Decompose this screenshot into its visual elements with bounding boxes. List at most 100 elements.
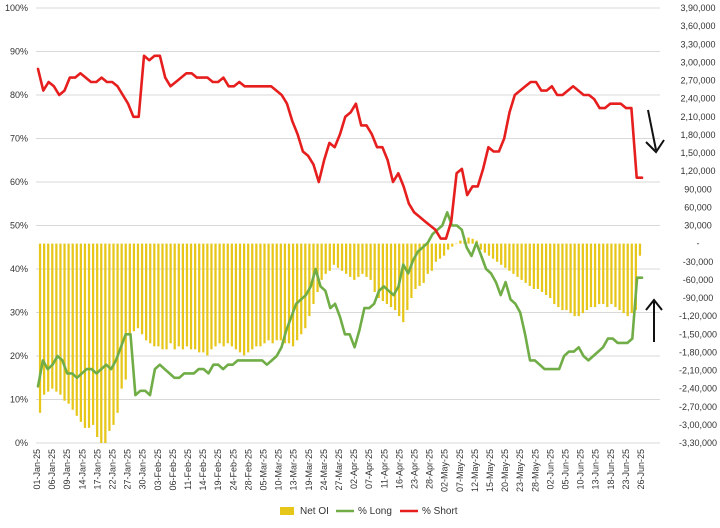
net-oi-bar	[300, 243, 303, 335]
net-oi-bar	[593, 243, 597, 308]
left-tick-label: 100%	[5, 3, 28, 13]
net-oi-bar	[512, 243, 515, 274]
net-oi-bar	[157, 243, 160, 347]
net-oi-bar	[610, 243, 613, 305]
legend: Net OI % Long % Short	[280, 506, 458, 517]
net-oi-bar	[365, 243, 368, 277]
net-oi-bar	[536, 243, 540, 289]
net-oi-bar	[483, 243, 487, 253]
net-oi-bar	[471, 238, 474, 244]
down-arrow-shaft	[647, 109, 657, 151]
x-tick-label: 17-Jan-25	[92, 449, 102, 490]
net-oi-bar	[263, 243, 266, 344]
net-oi-bar	[149, 243, 152, 344]
net-oi-bar	[381, 243, 384, 302]
right-tick-label: 1,50,000	[680, 148, 715, 158]
net-oi-bar	[618, 243, 621, 311]
x-tick-label: 20-May-25	[500, 449, 510, 492]
right-tick-label: -2,40,000	[679, 384, 717, 394]
net-oi-bar	[569, 243, 572, 314]
left-axis-ticks: 0% 10% 20% 30% 40% 50% 60% 70% 80% 90% 100%	[5, 3, 28, 448]
net-oi-bar	[112, 243, 115, 425]
right-tick-label: -2,70,000	[679, 402, 717, 412]
net-oi-bar	[259, 243, 262, 347]
net-oi-bar	[500, 243, 503, 265]
net-oi-bar	[63, 243, 66, 401]
x-tick-label: 15-May-25	[485, 449, 495, 492]
net-oi-bar	[234, 243, 238, 350]
net-oi-bar	[279, 243, 282, 341]
right-tick-label: -1,50,000	[679, 329, 717, 339]
x-tick-label: 09-Jan-25	[62, 449, 72, 490]
left-tick-label: 90%	[10, 47, 28, 57]
right-tick-label: 3,30,000	[680, 39, 715, 49]
net-oi-bar	[369, 243, 372, 280]
net-oi-bar	[389, 243, 393, 308]
x-tick-label: 03-Feb-25	[153, 449, 163, 491]
net-oi-bar	[451, 243, 454, 247]
net-oi-bar	[116, 243, 119, 413]
net-oi-bar	[340, 243, 344, 271]
net-oi-bar	[532, 243, 535, 289]
net-oi-bar	[434, 243, 438, 262]
net-oi-bar	[291, 243, 295, 347]
net-oi-bar	[406, 243, 409, 311]
left-tick-label: 50%	[10, 221, 28, 231]
net-oi-bar	[585, 243, 589, 311]
net-oi-bar	[373, 243, 376, 292]
net-oi-bar	[549, 243, 552, 298]
long-line	[36, 211, 644, 397]
net-oi-bar	[516, 243, 519, 277]
x-tick-label: 07-Apr-25	[364, 449, 374, 489]
net-oi-bar	[418, 243, 421, 286]
net-oi-bar	[104, 243, 107, 443]
net-oi-bar	[304, 243, 307, 329]
x-tick-label: 02-Jun-25	[545, 449, 555, 490]
right-tick-label: 3,90,000	[680, 3, 715, 13]
net-oi-bar	[402, 243, 405, 323]
left-tick-label: 10%	[10, 395, 28, 405]
right-tick-label: -3,00,000	[679, 420, 717, 430]
x-tick-label: 02-May-25	[440, 449, 450, 492]
net-oi-bar	[598, 243, 601, 305]
net-oi-bar	[467, 237, 470, 244]
right-tick-label: -1,20,000	[679, 311, 717, 321]
right-tick-label: 3,00,000	[680, 57, 715, 67]
net-oi-bar	[626, 243, 629, 317]
net-oi-bar	[589, 243, 593, 308]
net-oi-bars	[38, 237, 642, 443]
net-oi-bar	[422, 243, 425, 283]
right-tick-label: -90,000	[683, 293, 714, 303]
net-oi-bar	[165, 243, 168, 350]
net-oi-bar	[447, 243, 450, 250]
legend-label: Net OI	[300, 506, 329, 517]
legend-label: % Short	[422, 506, 458, 517]
right-tick-label: -60,000	[683, 275, 714, 285]
x-tick-label: 14-Jan-25	[77, 449, 87, 490]
net-oi-bar	[320, 243, 323, 280]
net-oi-bar	[181, 243, 185, 350]
net-oi-bar	[87, 243, 91, 428]
net-oi-bar	[361, 243, 364, 274]
net-oi-bar	[377, 243, 380, 298]
net-oi-bar	[226, 243, 229, 344]
net-oi-bar	[271, 243, 274, 344]
net-oi-bar	[544, 243, 548, 295]
left-tick-label: 60%	[10, 177, 28, 187]
net-oi-bar	[267, 243, 270, 341]
net-oi-bar	[426, 243, 429, 274]
net-oi-bar	[128, 243, 131, 335]
right-tick-label: 90,000	[684, 184, 712, 194]
net-oi-bar	[67, 243, 70, 404]
net-oi-bar	[557, 243, 560, 308]
net-oi-bar	[132, 243, 136, 332]
net-oi-bar	[561, 243, 564, 311]
x-tick-label: 28-May-25	[530, 449, 540, 492]
right-tick-label: 30,000	[684, 221, 712, 231]
net-oi-bar	[83, 243, 87, 428]
x-tick-label: 19-Feb-25	[213, 449, 223, 491]
legend-swatch-net-oi	[280, 507, 294, 515]
net-oi-bar	[136, 243, 140, 329]
left-tick-label: 20%	[10, 351, 28, 361]
x-tick-label: 02-Apr-25	[349, 449, 359, 489]
